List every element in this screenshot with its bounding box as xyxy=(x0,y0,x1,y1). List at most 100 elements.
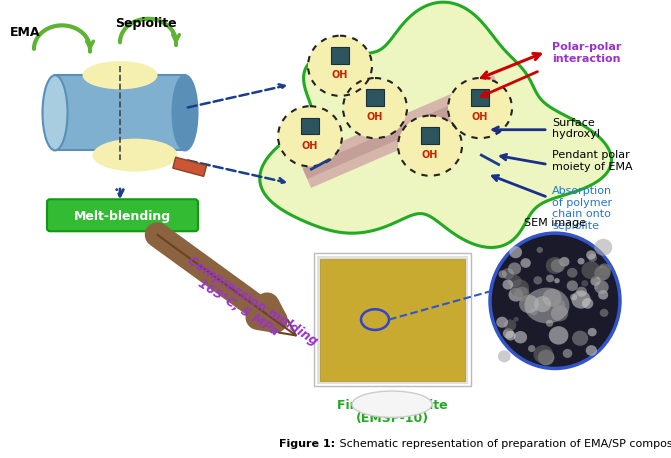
Circle shape xyxy=(598,290,608,300)
Circle shape xyxy=(308,36,372,96)
Bar xyxy=(366,89,384,106)
Text: OH: OH xyxy=(302,141,318,151)
Circle shape xyxy=(509,288,523,301)
Circle shape xyxy=(600,309,609,317)
Circle shape xyxy=(521,258,531,268)
FancyBboxPatch shape xyxy=(47,199,198,231)
Circle shape xyxy=(448,78,512,138)
Circle shape xyxy=(508,262,521,275)
Circle shape xyxy=(513,317,519,322)
Circle shape xyxy=(598,263,611,275)
Circle shape xyxy=(503,328,514,338)
Circle shape xyxy=(509,246,522,258)
Circle shape xyxy=(586,251,596,260)
Circle shape xyxy=(496,316,508,328)
Ellipse shape xyxy=(352,391,432,417)
Circle shape xyxy=(582,261,601,279)
Circle shape xyxy=(514,331,527,344)
Circle shape xyxy=(563,349,572,358)
Bar xyxy=(320,258,465,381)
Circle shape xyxy=(514,287,529,301)
Text: Absorption
of polymer
chain onto
sepiolite: Absorption of polymer chain onto sepioli… xyxy=(552,186,612,231)
Circle shape xyxy=(502,268,514,279)
Bar xyxy=(172,157,207,176)
Text: Pendant polar
moiety of EMA: Pendant polar moiety of EMA xyxy=(552,150,633,172)
Circle shape xyxy=(595,286,599,289)
Text: EMA: EMA xyxy=(10,26,40,39)
Polygon shape xyxy=(260,2,611,247)
Bar xyxy=(421,127,439,144)
Circle shape xyxy=(582,298,593,309)
Circle shape xyxy=(554,278,560,284)
Text: Figure 1:: Figure 1: xyxy=(279,439,336,449)
Circle shape xyxy=(343,78,407,138)
Circle shape xyxy=(498,350,511,362)
Circle shape xyxy=(398,115,462,176)
Circle shape xyxy=(578,258,584,265)
Text: Schematic representation of preparation of EMA/SP composites.: Schematic representation of preparation … xyxy=(336,439,671,449)
Bar xyxy=(301,118,319,134)
Circle shape xyxy=(542,289,562,307)
Circle shape xyxy=(519,294,539,313)
Text: OH: OH xyxy=(472,113,488,122)
Text: Compression molding: Compression molding xyxy=(185,254,320,348)
Bar xyxy=(314,253,471,387)
Ellipse shape xyxy=(83,61,158,89)
Bar xyxy=(331,47,349,64)
Text: Surface
hydroxyl: Surface hydroxyl xyxy=(552,118,600,139)
Circle shape xyxy=(499,270,507,278)
Bar xyxy=(317,256,468,383)
Circle shape xyxy=(553,300,566,311)
Ellipse shape xyxy=(525,288,570,323)
Text: OH: OH xyxy=(332,70,348,80)
Text: Final composite: Final composite xyxy=(338,399,448,413)
Circle shape xyxy=(534,296,551,312)
Circle shape xyxy=(549,326,568,344)
Circle shape xyxy=(595,280,609,294)
Text: 165°C, 5 MPa: 165°C, 5 MPa xyxy=(195,277,280,339)
Text: Melt-blending: Melt-blending xyxy=(74,210,171,223)
Ellipse shape xyxy=(42,75,68,150)
Circle shape xyxy=(595,266,610,281)
Circle shape xyxy=(588,328,597,336)
Ellipse shape xyxy=(490,233,620,369)
Circle shape xyxy=(537,247,543,253)
Circle shape xyxy=(533,345,553,364)
Circle shape xyxy=(503,279,513,289)
Text: SEM image: SEM image xyxy=(524,218,586,229)
Circle shape xyxy=(595,239,613,256)
Circle shape xyxy=(588,254,597,262)
Circle shape xyxy=(566,280,578,291)
Circle shape xyxy=(533,276,542,284)
Circle shape xyxy=(572,290,590,309)
Text: OH: OH xyxy=(422,150,438,160)
Circle shape xyxy=(505,331,516,341)
Circle shape xyxy=(551,305,568,322)
Bar xyxy=(55,75,185,150)
Text: Polar-polar
interaction: Polar-polar interaction xyxy=(552,42,621,64)
Ellipse shape xyxy=(93,139,178,172)
Circle shape xyxy=(558,260,563,264)
Circle shape xyxy=(567,268,578,278)
Bar xyxy=(471,89,489,106)
Circle shape xyxy=(586,345,597,356)
Circle shape xyxy=(530,308,538,315)
Circle shape xyxy=(504,319,517,331)
Circle shape xyxy=(546,257,564,274)
Circle shape xyxy=(570,294,577,300)
Circle shape xyxy=(528,345,535,352)
Circle shape xyxy=(559,257,570,267)
Circle shape xyxy=(537,349,554,365)
Text: (EMSP-10): (EMSP-10) xyxy=(356,412,429,425)
Circle shape xyxy=(572,331,588,346)
Circle shape xyxy=(581,280,588,287)
Circle shape xyxy=(508,275,521,288)
Circle shape xyxy=(546,320,554,327)
Circle shape xyxy=(510,279,529,297)
Circle shape xyxy=(278,106,342,166)
Circle shape xyxy=(590,276,601,286)
Circle shape xyxy=(551,259,565,273)
Circle shape xyxy=(599,267,611,278)
Ellipse shape xyxy=(172,75,197,150)
Text: OH: OH xyxy=(367,113,383,122)
